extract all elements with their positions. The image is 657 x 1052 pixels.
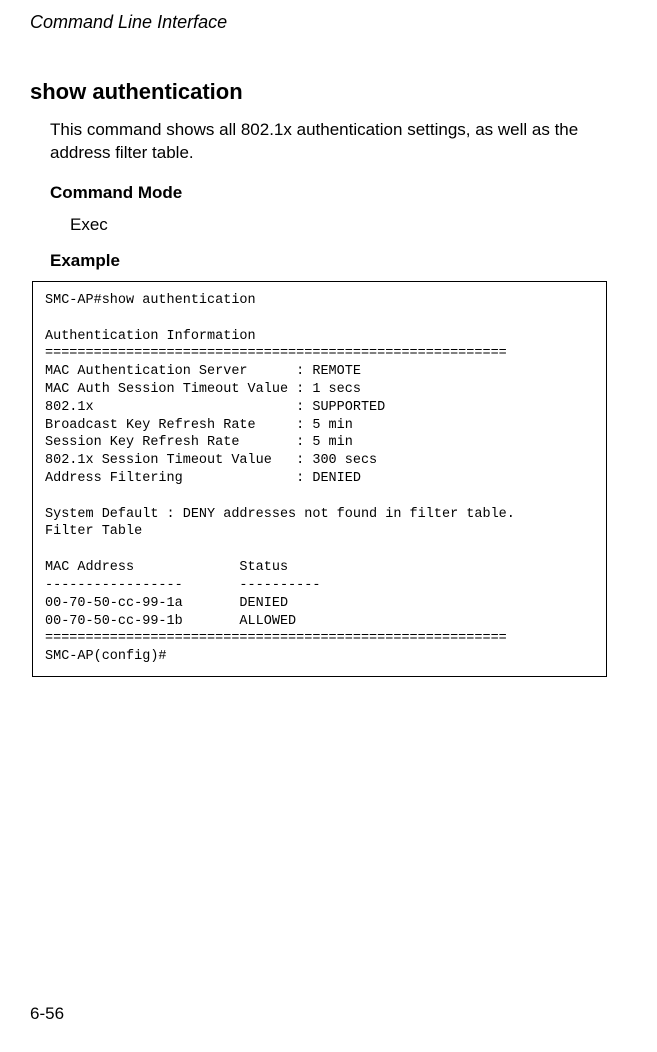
command-mode-value: Exec	[70, 215, 607, 235]
page-header: Command Line Interface	[30, 12, 607, 33]
command-description: This command shows all 802.1x authentica…	[50, 119, 607, 165]
page-number: 6-56	[30, 1004, 64, 1024]
example-code-block: SMC-AP#show authentication Authenticatio…	[32, 281, 607, 677]
command-title: show authentication	[30, 79, 607, 105]
example-heading: Example	[50, 251, 607, 271]
command-mode-heading: Command Mode	[50, 183, 607, 203]
